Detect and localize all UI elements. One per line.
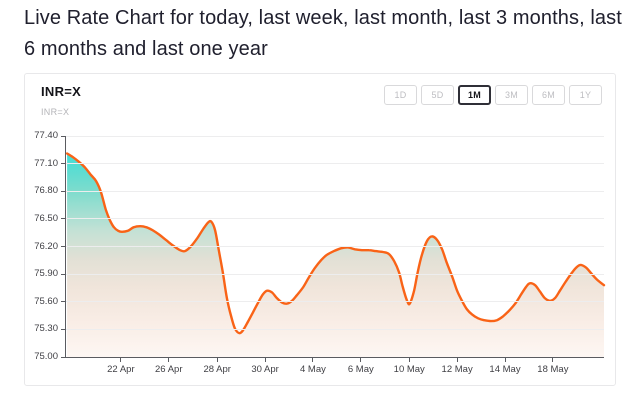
y-axis-label: 77.40 bbox=[34, 130, 58, 141]
x-axis-tick bbox=[168, 358, 170, 362]
x-axis-label: 4 May bbox=[300, 364, 326, 375]
y-axis-label: 75.60 bbox=[34, 295, 58, 307]
y-axis-label: 75.00 bbox=[34, 351, 58, 362]
y-axis-label: 76.80 bbox=[34, 185, 58, 197]
x-axis-tick bbox=[552, 358, 554, 362]
range-button-3m[interactable]: 3M bbox=[495, 85, 528, 105]
y-axis-label: 76.20 bbox=[34, 240, 58, 252]
x-axis-label: 28 Apr bbox=[203, 364, 231, 375]
y-axis-label: 76.50 bbox=[34, 212, 58, 224]
x-axis-tick bbox=[264, 358, 266, 362]
gridline bbox=[66, 135, 604, 137]
x-axis-label: 12 May bbox=[441, 364, 473, 375]
y-axis-tick bbox=[61, 328, 65, 330]
x-axis-label: 18 May bbox=[537, 364, 569, 375]
rate-line bbox=[65, 152, 606, 335]
y-axis-tick bbox=[61, 356, 65, 358]
chart-symbol: INR=X bbox=[41, 84, 82, 99]
page-title: Live Rate Chart for today, last week, la… bbox=[24, 7, 622, 60]
x-axis-label: 26 Apr bbox=[155, 364, 183, 375]
gridline bbox=[66, 190, 604, 192]
x-axis-label: 14 May bbox=[489, 364, 521, 375]
gridline bbox=[66, 246, 604, 247]
y-axis-tick bbox=[61, 218, 65, 220]
x-axis-tick bbox=[504, 358, 506, 362]
x-axis-tick bbox=[360, 358, 362, 362]
y-axis-tick bbox=[61, 273, 65, 275]
x-axis-label: 30 Apr bbox=[251, 364, 279, 375]
x-axis-tick bbox=[456, 358, 458, 362]
chart-card: INR=X INR=X 1D 5D 1M 3M 6M 1Y 77.40 77.10 76.80… bbox=[24, 73, 616, 386]
y-axis-tick bbox=[61, 246, 65, 247]
y-axis-tick bbox=[61, 135, 65, 137]
y-axis-label: 75.90 bbox=[34, 268, 58, 280]
gridline bbox=[66, 163, 604, 165]
gridline bbox=[66, 218, 604, 220]
y-axis-label: 75.30 bbox=[34, 323, 58, 335]
range-button-6m[interactable]: 6M bbox=[532, 85, 565, 105]
gridline bbox=[66, 273, 604, 275]
range-button-1d[interactable]: 1D bbox=[384, 85, 417, 105]
x-axis-tick bbox=[120, 358, 122, 362]
y-axis-label: 77.10 bbox=[34, 157, 58, 169]
x-axis-tick bbox=[408, 358, 410, 362]
y-axis-tick bbox=[61, 163, 65, 165]
x-axis-label: 6 May bbox=[347, 364, 374, 375]
x-axis-tick bbox=[312, 358, 314, 362]
x-axis-tick bbox=[216, 358, 218, 362]
range-button-5d[interactable]: 5D bbox=[421, 85, 454, 105]
chart-subtitle: INR=X bbox=[41, 107, 70, 117]
range-button-1y[interactable]: 1Y bbox=[569, 85, 602, 105]
gridline bbox=[66, 301, 604, 303]
x-axis-label: 22 Apr bbox=[107, 364, 135, 375]
range-button-1m[interactable]: 1M bbox=[458, 85, 491, 105]
x-axis-label: 10 May bbox=[393, 364, 425, 375]
gridline bbox=[66, 328, 604, 330]
y-axis-tick bbox=[61, 301, 65, 303]
range-selector: 1D 5D 1M 3M 6M 1Y bbox=[384, 85, 602, 105]
rate-area-chart bbox=[65, 152, 606, 357]
plot-area: 77.40 77.10 76.80 76.50 76.20 75.90 75.60 75.30… bbox=[34, 130, 606, 375]
y-axis-tick bbox=[61, 190, 65, 192]
area-fill bbox=[67, 153, 605, 357]
